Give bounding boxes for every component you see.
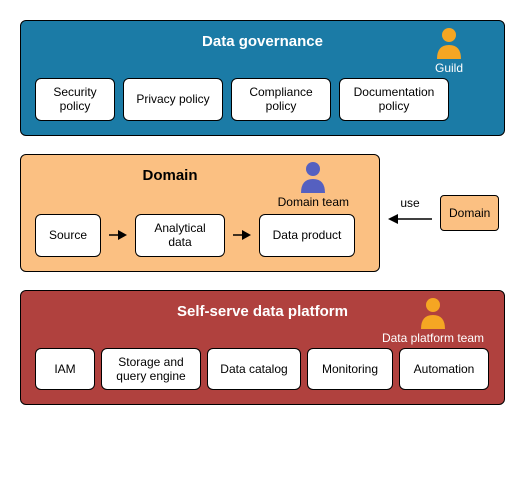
box-item: Privacy policy (123, 78, 223, 121)
box-item: Data product (259, 214, 355, 257)
platform-boxes-row: IAMStorage and query engineData catalogM… (35, 348, 490, 391)
platform-team-label: Data platform team (382, 331, 484, 345)
box-item: Compliance policy (231, 78, 331, 121)
person-icon (298, 161, 328, 193)
external-domain-box: Domain (440, 195, 499, 231)
box-item: Documentation policy (339, 78, 449, 121)
domain-panel: Domain Domain team SourceAnalytical data… (20, 154, 380, 272)
use-label: use (388, 196, 432, 210)
governance-title: Data governance (35, 33, 490, 50)
box-item: Source (35, 214, 101, 257)
person-icon (418, 297, 448, 329)
domain-team-label: Domain team (278, 195, 349, 209)
box-item: Storage and query engine (101, 348, 201, 391)
box-item: Analytical data (135, 214, 225, 257)
guild-person: Guild (434, 27, 464, 75)
domain-row: Domain Domain team Source Analytical data… (20, 154, 505, 272)
box-item: Data catalog (207, 348, 301, 391)
governance-boxes-row: Security policyPrivacy policyCompliance … (35, 78, 490, 121)
governance-panel: Data governance Guild Security policyPri… (20, 20, 505, 136)
platform-team-person: Data platform team (382, 297, 484, 345)
box-item: IAM (35, 348, 95, 391)
box-item: Monitoring (307, 348, 393, 391)
arrow-left-icon (388, 213, 432, 225)
domain-boxes-row: Source Analytical data Data product (35, 214, 365, 257)
platform-panel: Self-serve data platform Data platform t… (20, 290, 505, 406)
box-item: Security policy (35, 78, 115, 121)
person-icon (434, 27, 464, 59)
use-arrow-block: use (388, 196, 432, 230)
arrow-right-icon (233, 214, 251, 257)
domain-team-person: Domain team (278, 161, 349, 209)
guild-label: Guild (435, 61, 463, 75)
arrow-right-icon (109, 214, 127, 257)
box-item: Automation (399, 348, 489, 391)
